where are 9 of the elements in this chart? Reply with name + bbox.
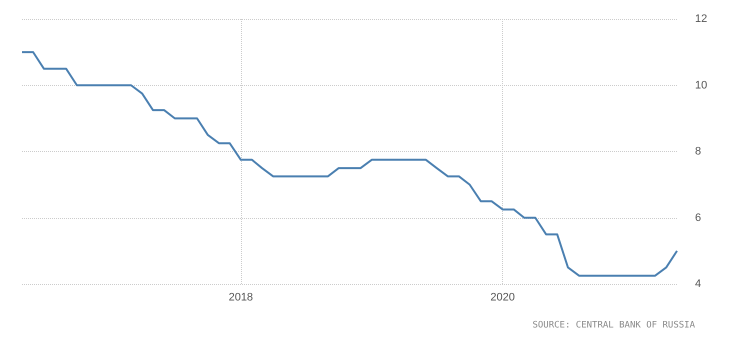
line-series (21, 51, 678, 277)
y-tick-label: 8 (695, 146, 702, 158)
y-tick-label: 12 (695, 13, 708, 25)
x-tick-label: 2020 (490, 292, 515, 304)
x-tick-label: 2018 (228, 292, 254, 304)
y-tick-label: 10 (695, 79, 708, 92)
y-tick-label: 4 (695, 278, 702, 290)
source-note: SOURCE: CENTRAL BANK OF RUSSIA (532, 320, 696, 330)
y-tick-label: 6 (695, 212, 702, 224)
